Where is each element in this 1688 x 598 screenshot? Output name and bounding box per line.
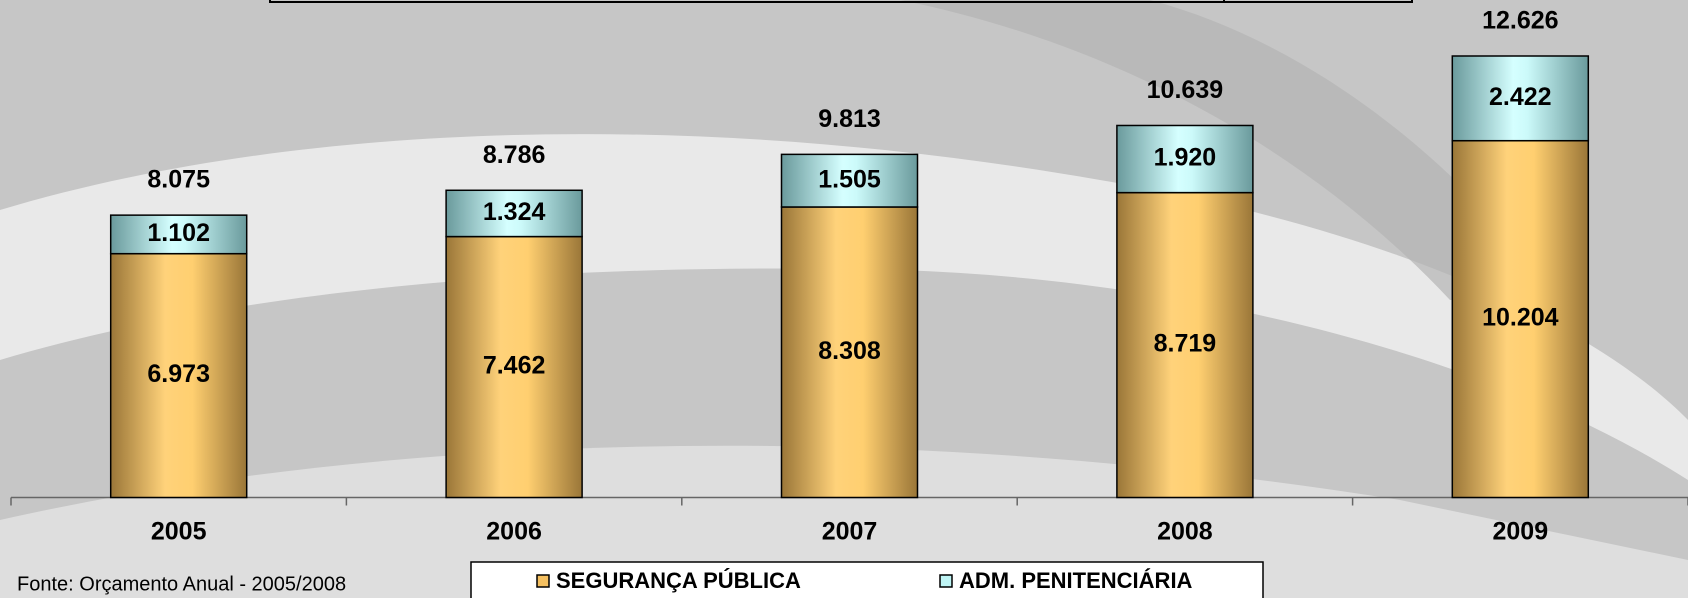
value-label: 10.204: [1482, 304, 1559, 332]
chart: Fonte: Orçamento Anual - 2005/2008 6.973…: [0, 0, 1688, 598]
value-label: 2.422: [1489, 83, 1552, 111]
x-tick-label: 2009: [1492, 518, 1548, 546]
total-label: 12.626: [1482, 7, 1558, 35]
total-label: 8.075: [147, 166, 210, 194]
legend-marker: [537, 575, 549, 587]
legend-label: SEGURANÇA PÚBLICA: [556, 568, 801, 593]
x-tick-label: 2006: [486, 518, 542, 546]
legend-marker: [940, 575, 952, 587]
value-label: 1.324: [483, 198, 546, 226]
x-tick-label: 2005: [151, 518, 207, 546]
source-note: Fonte: Orçamento Anual - 2005/2008: [17, 573, 346, 595]
total-label: 9.813: [818, 105, 881, 133]
x-tick-label: 2007: [822, 518, 878, 546]
x-tick-label: 2008: [1157, 518, 1213, 546]
value-label: 1.920: [1154, 144, 1217, 172]
value-label: 6.973: [147, 360, 210, 388]
value-label: 1.505: [818, 165, 881, 193]
value-label: 8.308: [818, 337, 881, 365]
value-label: 8.719: [1154, 330, 1217, 358]
total-label: 10.639: [1147, 76, 1223, 104]
value-label: 7.462: [483, 352, 546, 380]
legend-label: ADM. PENITENCIÁRIA: [959, 568, 1193, 593]
value-label: 1.102: [147, 219, 210, 247]
total-label: 8.786: [483, 141, 546, 169]
